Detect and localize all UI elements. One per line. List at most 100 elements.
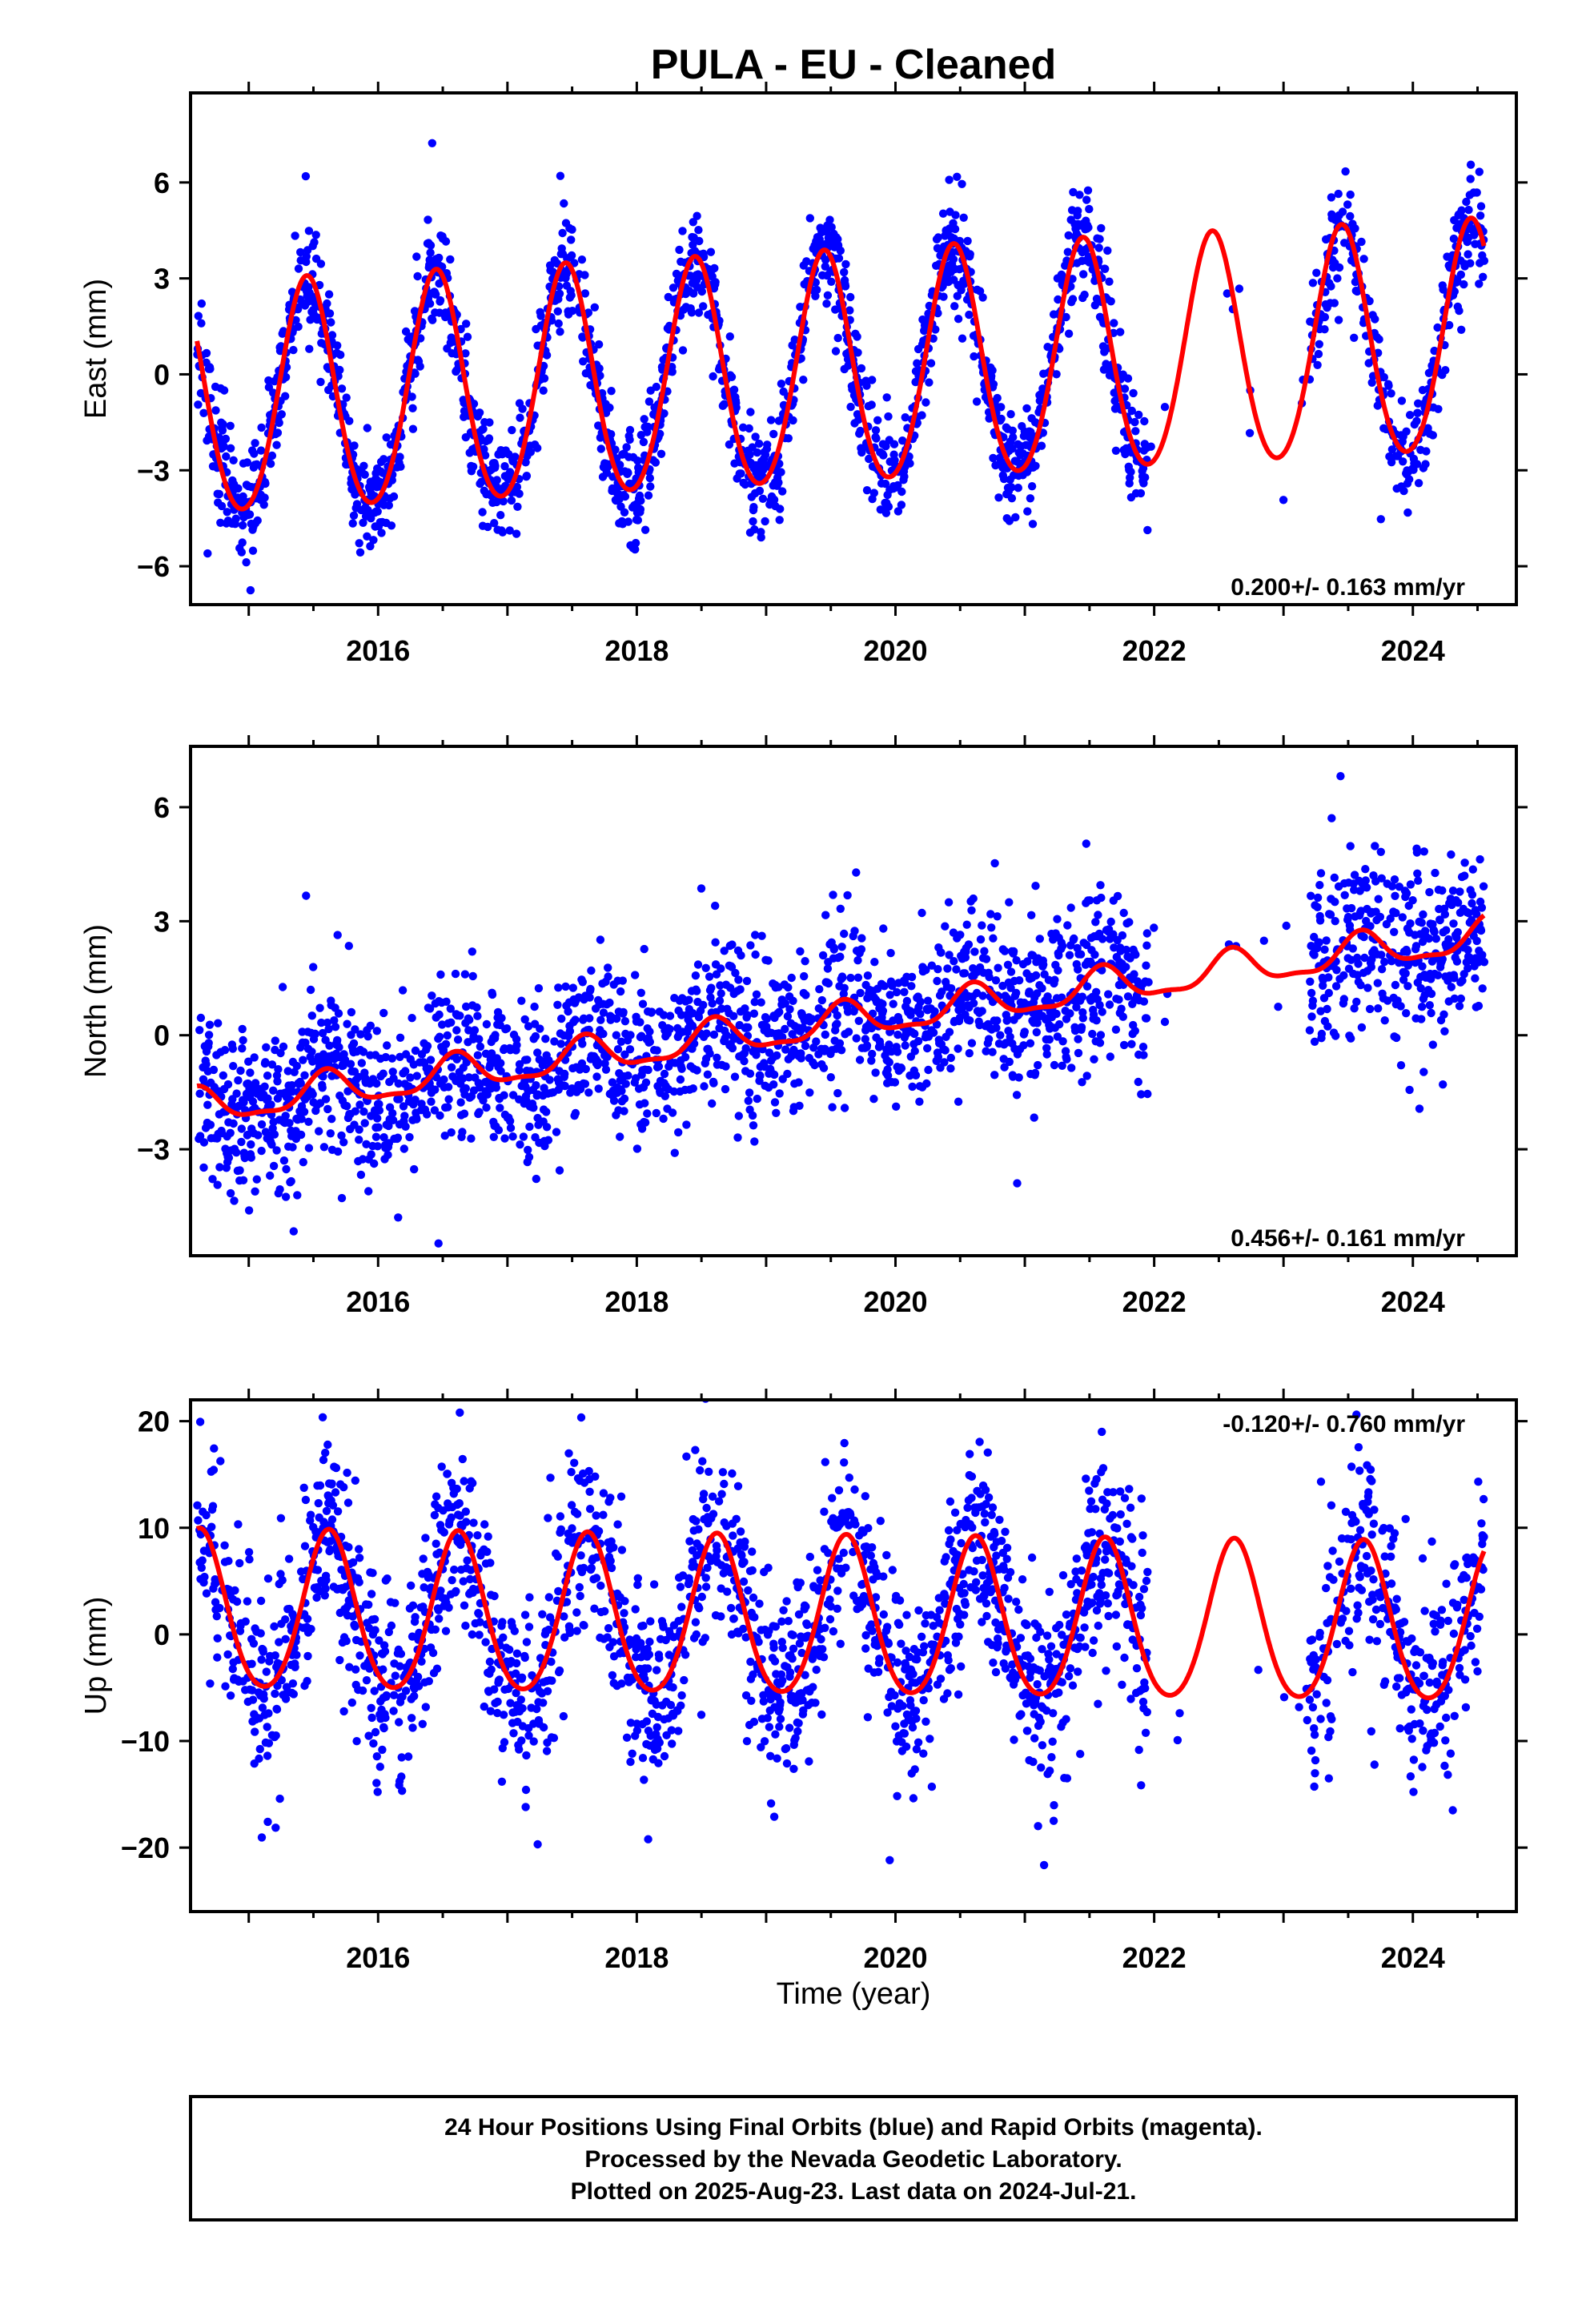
north-point [1030, 1113, 1038, 1122]
up-point [263, 1751, 272, 1760]
east-point [1371, 315, 1379, 324]
east-ytick-label: 0 [154, 358, 170, 391]
up-point [389, 1707, 398, 1715]
east-point [1101, 264, 1110, 273]
east-point [1136, 489, 1146, 498]
up-point [352, 1737, 361, 1746]
east-point [611, 445, 620, 454]
north-point [1096, 881, 1105, 890]
north-point [744, 1096, 753, 1105]
north-point [226, 1188, 235, 1198]
north-point [1062, 1055, 1071, 1063]
north-point [1098, 1007, 1106, 1016]
north-point [1406, 880, 1415, 889]
north-point [1476, 854, 1484, 864]
east-point [260, 493, 269, 502]
north-point [737, 951, 745, 960]
east-point [1011, 513, 1020, 522]
east-point [624, 468, 632, 477]
north-point [685, 995, 693, 1004]
east-point [694, 226, 703, 235]
north-point [965, 1049, 974, 1058]
east-point [889, 440, 899, 448]
north-point [967, 906, 976, 915]
north-point [640, 944, 648, 954]
north-point [1418, 962, 1427, 971]
north-point [1347, 903, 1356, 913]
north-point [289, 1227, 298, 1236]
up-point [372, 1752, 381, 1761]
north-point [853, 956, 862, 965]
north-point [334, 1009, 343, 1018]
north-point [410, 1164, 419, 1174]
north-point [900, 987, 909, 997]
north-point [1403, 982, 1412, 991]
up-point [380, 1647, 390, 1656]
east-point [1069, 187, 1078, 197]
north-point [701, 963, 710, 973]
up-point [407, 1581, 416, 1590]
north-point [375, 1100, 383, 1108]
north-point [836, 904, 845, 914]
north-point [553, 1000, 562, 1010]
east-point [267, 451, 277, 460]
east-point [1160, 403, 1170, 412]
east-point [1445, 320, 1454, 330]
east-point [853, 348, 862, 357]
east-point [871, 426, 881, 435]
north-point [619, 1007, 628, 1017]
east-point [1062, 312, 1070, 322]
north-point [281, 1112, 290, 1120]
north-point [446, 1004, 455, 1013]
north-point [993, 1016, 1002, 1025]
up-point [244, 1548, 254, 1557]
north-point [497, 1014, 506, 1023]
east-point [776, 505, 785, 513]
north-point [412, 1072, 421, 1080]
east-point [1456, 270, 1466, 279]
north-point [489, 1132, 498, 1142]
east-point [975, 287, 985, 296]
north-point [520, 1015, 529, 1024]
east-point [231, 514, 240, 523]
east-point [921, 398, 930, 407]
north-point [978, 1007, 986, 1015]
east-point [363, 532, 371, 541]
up-point [198, 1556, 207, 1565]
north-point [923, 996, 933, 1005]
east-ytick-label: 3 [154, 263, 170, 296]
east-point [238, 521, 247, 530]
north-point [204, 1039, 213, 1047]
north-point [1139, 1051, 1148, 1059]
east-point [234, 484, 243, 493]
north-point [195, 1089, 204, 1098]
north-point [670, 1148, 679, 1157]
north-point [1090, 950, 1099, 959]
north-point [1138, 1043, 1148, 1051]
north-point [525, 1122, 534, 1132]
north-xtick-label: 2020 [863, 1285, 927, 1318]
north-point [473, 1051, 482, 1059]
north-point [744, 1023, 753, 1032]
north-point [250, 1053, 259, 1062]
up-point [339, 1707, 348, 1716]
east-point [1009, 432, 1018, 442]
north-point [394, 1079, 403, 1088]
east-point [1054, 295, 1062, 304]
east-point [645, 473, 654, 483]
north-point [263, 1072, 272, 1080]
east-point [845, 306, 854, 315]
east-point [636, 497, 645, 505]
north-point [840, 983, 849, 993]
north-point [552, 1128, 561, 1136]
north-point [596, 935, 605, 944]
up-point [418, 1719, 427, 1728]
east-point [950, 224, 960, 234]
north-point [276, 1048, 285, 1058]
east-point [777, 380, 786, 388]
east-point [953, 172, 962, 181]
north-point [596, 1015, 605, 1024]
east-point [1120, 384, 1130, 393]
east-point [511, 452, 520, 461]
up-point [381, 1713, 390, 1723]
